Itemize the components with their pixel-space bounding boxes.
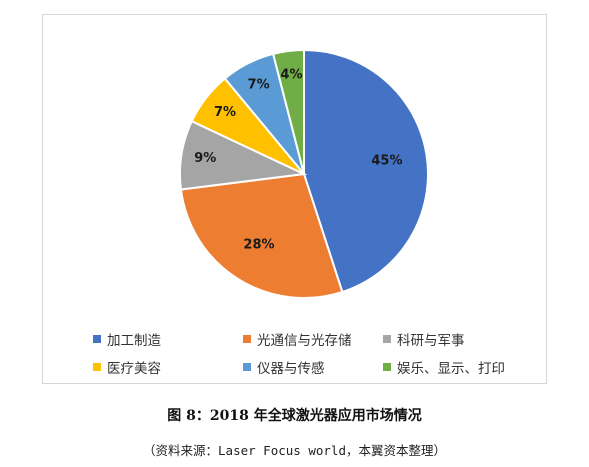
- legend-label-3: 科研与军事: [397, 333, 465, 349]
- legend-label-1: 加工制造: [107, 333, 161, 349]
- legend-item-1: 加工制造: [93, 329, 243, 349]
- legend-label-2: 光通信与光存储: [257, 333, 352, 349]
- pie-slice-2: [179, 172, 344, 299]
- legend-swatch-4: [93, 363, 101, 371]
- legend-swatch-2: [243, 335, 251, 343]
- legend-label-5: 仪器与传感: [257, 361, 325, 377]
- pie-chart: 45% 28% 9% 7% 7% 4%: [179, 48, 429, 299]
- slice-value-label-4: 7%: [214, 105, 236, 120]
- pie-slice-1: [303, 48, 429, 294]
- legend-item-2: 光通信与光存储: [243, 329, 383, 349]
- slice-value-label-6: 4%: [280, 67, 302, 82]
- slice-value-label-5: 7%: [248, 77, 270, 92]
- source-note: （资料来源：Laser Focus world，本翼资本整理）: [143, 443, 446, 458]
- legend-label-4: 医疗美容: [107, 361, 161, 377]
- slice-value-label-2: 28%: [243, 237, 274, 252]
- legend-swatch-5: [243, 363, 251, 371]
- slice-value-label-1: 45%: [371, 153, 402, 168]
- legend-swatch-1: [93, 335, 101, 343]
- legend-swatch-3: [383, 335, 391, 343]
- legend-swatch-6: [383, 363, 391, 371]
- figure-caption: 图 8：2018 年全球激光器应用市场情况: [167, 408, 422, 424]
- chart-frame: 45% 28% 9% 7% 7% 4% 加工制造 光通信与光存储 科研与军事医疗美容 仪器与传感…: [42, 14, 547, 384]
- legend-item-3: 科研与军事: [383, 329, 533, 349]
- legend-item-6: 娱乐、显示、打印: [383, 357, 533, 377]
- slice-value-label-3: 9%: [194, 151, 216, 166]
- legend-item-4: 医疗美容: [93, 357, 243, 377]
- legend-item-5: 仪器与传感: [243, 357, 383, 377]
- legend: 加工制造 光通信与光存储 科研与军事医疗美容 仪器与传感 娱乐、显示、打印: [93, 329, 533, 377]
- legend-label-6: 娱乐、显示、打印: [397, 361, 505, 377]
- pie-slice-6: [271, 48, 305, 175]
